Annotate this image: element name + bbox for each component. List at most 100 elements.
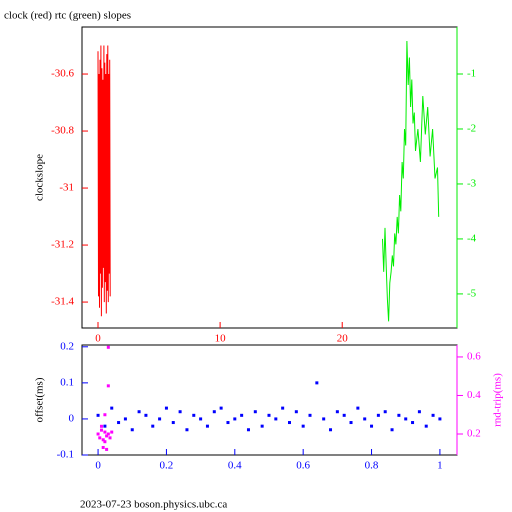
point (103, 424, 107, 428)
x-tick-label: 0.6 (296, 460, 310, 472)
y2-tick-label: -3 (467, 177, 477, 189)
point (99, 428, 103, 432)
point (212, 410, 216, 414)
point (438, 417, 442, 421)
point (417, 410, 421, 414)
point (267, 413, 271, 417)
y-tick-label: -0.1 (57, 449, 74, 461)
point (404, 417, 408, 421)
point (397, 413, 401, 417)
x-tick-label: 0 (95, 460, 101, 472)
series-line (97, 45, 111, 317)
point (246, 428, 250, 432)
point (103, 430, 107, 434)
point (164, 406, 168, 410)
point (108, 436, 112, 440)
point (103, 440, 107, 444)
point (105, 447, 109, 451)
y-tick-label: 0.1 (60, 376, 74, 388)
y-tick-label: 0.2 (60, 340, 74, 352)
point (335, 410, 339, 414)
point (130, 428, 134, 432)
point (308, 413, 312, 417)
point (281, 406, 285, 410)
point (192, 413, 196, 417)
y-tick-label: -31.2 (51, 239, 74, 251)
point (103, 413, 107, 417)
point (349, 421, 353, 425)
point (144, 413, 148, 417)
point (106, 432, 110, 436)
x-tick-label: 0 (95, 333, 101, 345)
y2-tick-label: 0.4 (467, 389, 481, 401)
y-tick-label: -31.4 (51, 296, 74, 308)
point (376, 413, 380, 417)
point (101, 445, 105, 449)
y2-tick-label: 0.2 (467, 428, 481, 440)
x-tick-label: 1 (437, 460, 443, 472)
y2-tick-label: -5 (467, 287, 477, 299)
point (158, 417, 162, 421)
point (431, 413, 435, 417)
point (106, 384, 110, 388)
point (185, 428, 189, 432)
point (342, 413, 346, 417)
point (110, 430, 114, 434)
point (205, 424, 209, 428)
point (117, 421, 121, 425)
x-tick-label: 20 (337, 333, 349, 345)
point (274, 417, 278, 421)
point (110, 406, 114, 410)
point (294, 410, 298, 414)
y-tick-label: -30.6 (51, 68, 74, 80)
plot-frame (81, 26, 458, 329)
y-tick-label: -30.8 (51, 125, 74, 137)
point (137, 410, 141, 414)
point (383, 410, 387, 414)
point (105, 434, 109, 438)
point (96, 432, 100, 436)
point (199, 417, 203, 421)
y-tick-label: -31 (59, 182, 74, 194)
chart-title: clock (red) rtc (green) slopes (4, 10, 131, 22)
point (171, 421, 175, 425)
point (315, 381, 319, 385)
y-axis-label: offset(ms) (34, 377, 46, 422)
y2-axis-label: rnd-trip(ms) (492, 373, 504, 427)
point (411, 421, 415, 425)
series-line (382, 40, 440, 322)
x-tick-label: 0.4 (228, 460, 242, 472)
point (106, 345, 110, 349)
y2-tick-label: -4 (467, 232, 477, 244)
point (178, 410, 182, 414)
x-tick-label: 10 (215, 333, 227, 345)
point (329, 428, 333, 432)
point (356, 406, 360, 410)
point (101, 438, 105, 442)
x-tick-label: 0.2 (160, 460, 174, 472)
point (260, 424, 264, 428)
point (151, 424, 155, 428)
point (287, 421, 291, 425)
point (390, 428, 394, 432)
point (233, 417, 237, 421)
point (99, 424, 103, 428)
point (370, 424, 374, 428)
point (219, 406, 223, 410)
y2-tick-label: 0.6 (467, 350, 481, 362)
point (363, 417, 367, 421)
y-tick-label: 0 (69, 412, 75, 424)
x-tick-label: 0.8 (365, 460, 379, 472)
point (123, 417, 127, 421)
point (226, 421, 230, 425)
point (98, 436, 102, 440)
point (96, 413, 100, 417)
point (240, 413, 244, 417)
y2-tick-label: -1 (467, 68, 476, 80)
y2-tick-label: -2 (467, 123, 476, 135)
point (253, 410, 257, 414)
point (424, 424, 428, 428)
point (301, 424, 305, 428)
footer: 2023-07-23 boson.physics.ubc.ca (80, 499, 227, 511)
